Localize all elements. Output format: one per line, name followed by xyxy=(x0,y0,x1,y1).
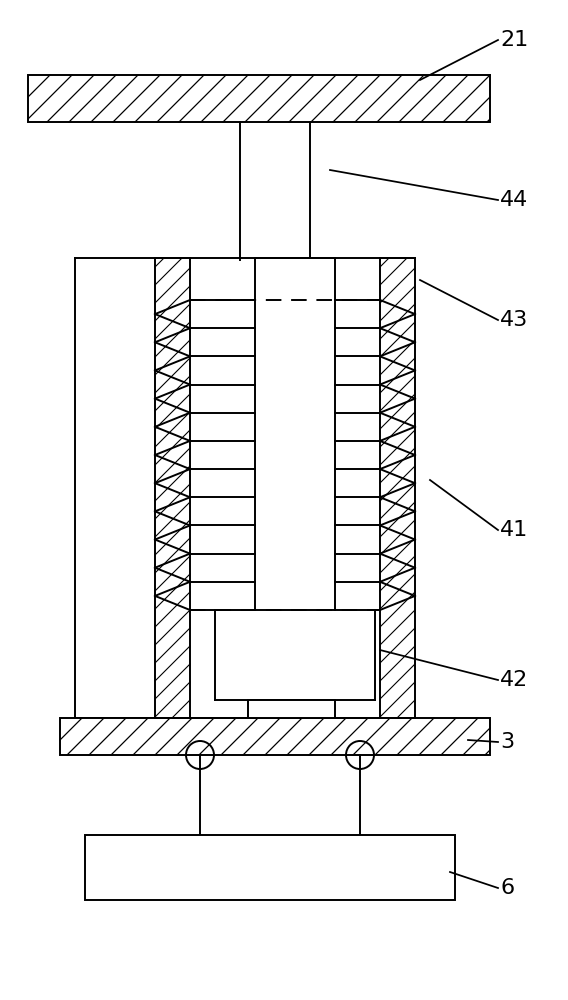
Bar xyxy=(255,258,335,610)
Bar xyxy=(248,700,335,718)
Bar xyxy=(380,258,415,718)
Text: 41: 41 xyxy=(500,520,528,540)
Bar xyxy=(28,75,490,122)
Bar xyxy=(85,835,455,900)
Text: 43: 43 xyxy=(500,310,528,330)
Text: 6: 6 xyxy=(500,878,514,898)
Text: 21: 21 xyxy=(500,30,528,50)
Bar xyxy=(60,718,490,755)
Text: 42: 42 xyxy=(500,670,528,690)
Text: 3: 3 xyxy=(500,732,514,752)
Bar xyxy=(155,258,190,718)
Text: 44: 44 xyxy=(500,190,528,210)
